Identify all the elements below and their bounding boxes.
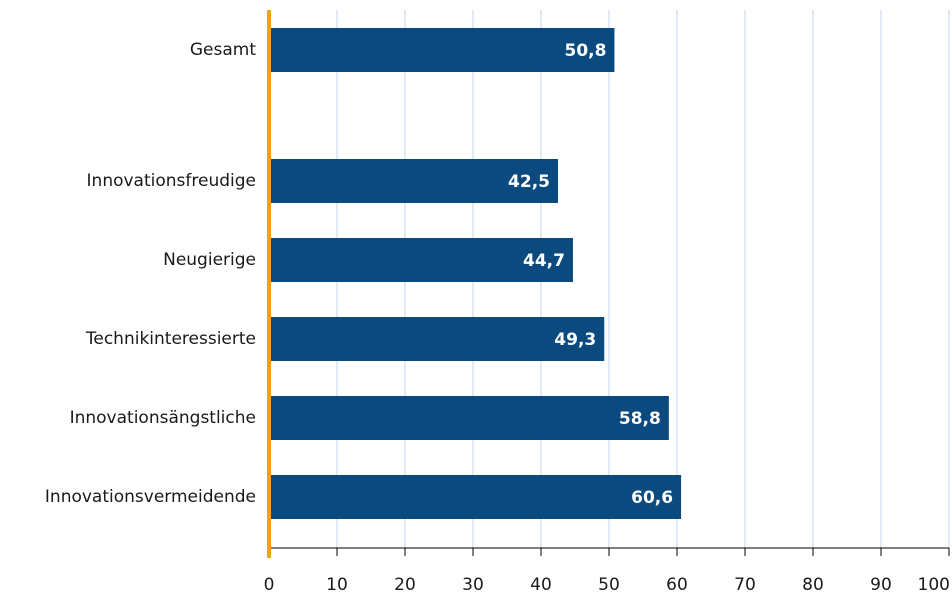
bar: [269, 238, 573, 282]
y-tick-label: Technikinteressierte: [85, 329, 256, 349]
y-tick-label: Innovationsvermeidende: [45, 487, 256, 507]
bar: [269, 159, 558, 203]
y-tick-label: Neugierige: [163, 250, 256, 270]
x-tick-label: 30: [462, 575, 484, 595]
value-label: 60,6: [631, 488, 673, 508]
bar: [269, 475, 682, 519]
y-tick-label: Innovationsfreudige: [87, 171, 256, 191]
bar: [269, 317, 605, 361]
value-label: 44,7: [523, 251, 565, 271]
x-tick-label: 60: [666, 575, 688, 595]
bar: [269, 396, 669, 440]
value-label: 49,3: [554, 330, 596, 350]
y-tick-label: Innovationsängstliche: [70, 408, 256, 428]
x-tick-label: 40: [530, 575, 552, 595]
x-tick-label: 10: [326, 575, 348, 595]
value-label: 50,8: [564, 41, 606, 61]
x-tick-label: 100: [918, 575, 950, 595]
x-tick-label: 70: [734, 575, 756, 595]
x-tick-label: 0: [264, 575, 275, 595]
x-tick-label: 90: [870, 575, 892, 595]
value-label: 58,8: [619, 409, 661, 429]
y-tick-label: Gesamt: [190, 40, 256, 60]
value-label: 42,5: [508, 172, 550, 192]
bar: [269, 28, 615, 72]
x-tick-label: 50: [598, 575, 620, 595]
x-tick-label: 80: [802, 575, 824, 595]
x-tick-label: 20: [394, 575, 416, 595]
